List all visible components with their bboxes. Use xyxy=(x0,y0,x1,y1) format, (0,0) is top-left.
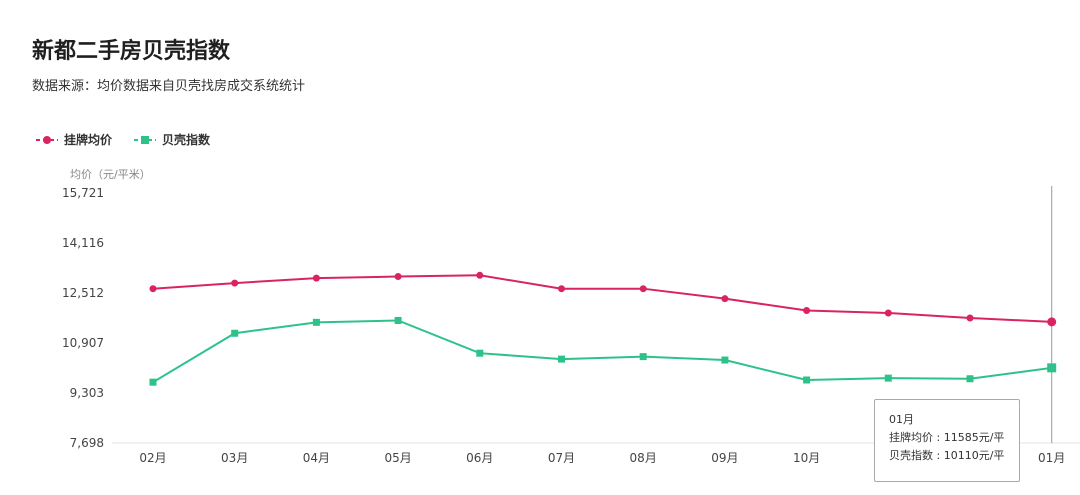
series-1-point xyxy=(476,349,484,357)
x-tick-label: 09月 xyxy=(711,451,738,465)
legend: 挂牌均价 贝壳指数 xyxy=(36,131,210,148)
series-0-point xyxy=(312,274,320,282)
y-axis-label: 均价（元/平米） xyxy=(70,168,151,181)
x-tick-label: 08月 xyxy=(630,451,657,465)
series-0-point xyxy=(149,285,157,293)
x-tick-label: 04月 xyxy=(303,451,330,465)
series-0-point xyxy=(884,309,892,317)
series-line-1 xyxy=(152,319,1052,384)
y-tick-label: 15,721 xyxy=(62,186,104,200)
legend-label-beike-index: 贝壳指数 xyxy=(162,133,211,147)
x-tick-label: 05月 xyxy=(384,451,411,465)
legend-marker-circle-icon xyxy=(36,135,58,144)
legend-marker-square-icon xyxy=(134,135,157,144)
y-tick-label: 9,303 xyxy=(70,386,104,400)
y-tick-label: 12,512 xyxy=(62,286,104,300)
legend-label-listing-price: 挂牌均价 xyxy=(64,133,113,147)
series-1-point xyxy=(1047,363,1057,373)
series-line-0 xyxy=(152,274,1052,323)
series-0-point xyxy=(803,307,811,315)
series-1-point xyxy=(803,376,811,384)
x-tick-label: 03月 xyxy=(221,451,248,465)
series-1-point xyxy=(966,375,974,383)
series-0-point xyxy=(1047,317,1057,327)
chart-title: 新都二手房贝壳指数 xyxy=(32,39,231,64)
series-1-point xyxy=(231,329,239,337)
legend-item-beike-index[interactable]: 贝壳指数 xyxy=(134,131,210,148)
series-0-point xyxy=(639,285,647,293)
x-tick-label: 02月 xyxy=(139,451,166,465)
legend-item-listing-price[interactable]: 挂牌均价 xyxy=(36,131,112,148)
series-1-point xyxy=(558,355,565,363)
tooltip: 01月 挂牌均价 : 11585元/平 贝壳指数 : 10110元/平 xyxy=(874,399,1020,482)
x-tick-label: 07月 xyxy=(548,451,575,465)
y-tick-label: 7,698 xyxy=(70,436,104,450)
series-1-point xyxy=(884,374,892,382)
series-0-point xyxy=(721,295,729,303)
series-0-point xyxy=(558,285,565,293)
y-tick-label: 14,116 xyxy=(62,236,104,250)
tooltip-title: 01月 xyxy=(889,413,914,426)
series-1-point xyxy=(149,378,157,386)
series-0-point xyxy=(231,279,239,287)
series-0-point xyxy=(394,273,402,281)
tooltip-line-listing-price: 挂牌均价 : 11585元/平 xyxy=(889,431,1005,444)
series-1-point xyxy=(721,356,729,364)
series-1-point xyxy=(394,316,402,324)
series-1-point xyxy=(312,318,320,326)
chart-subtitle: 数据来源：均价数据来自贝壳找房成交系统统计 xyxy=(32,79,306,94)
y-tick-label: 10,907 xyxy=(62,336,104,350)
x-tick-label: 06月 xyxy=(466,451,493,465)
tooltip-line-beike-index: 贝壳指数 : 10110元/平 xyxy=(889,449,1005,462)
x-tick-label: 01月 xyxy=(1038,451,1065,465)
series-1-point xyxy=(639,353,647,361)
x-tick-label: 10月 xyxy=(793,451,820,465)
series-0-point xyxy=(966,314,974,322)
series-0-point xyxy=(476,271,484,279)
